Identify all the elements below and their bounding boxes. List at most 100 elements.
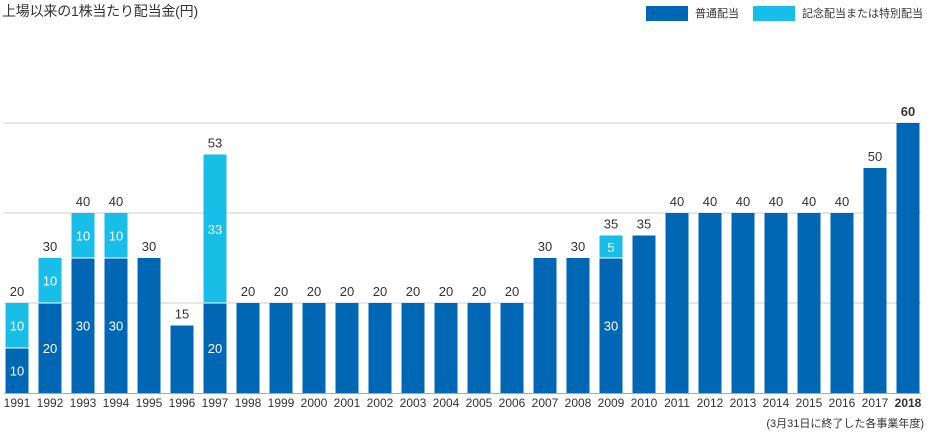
- bar-regular-2008: [566, 258, 590, 393]
- total-label-2016: 40: [835, 194, 849, 209]
- total-label-1999: 20: [274, 284, 288, 299]
- bar-regular-2011: [665, 213, 689, 393]
- x-tick-1996: 1996: [169, 396, 196, 410]
- x-tick-2015: 2015: [796, 396, 823, 410]
- bar-regular-2016: [830, 213, 854, 393]
- x-tick-2013: 2013: [730, 396, 757, 410]
- legend-swatch-special: [753, 5, 795, 21]
- bar-regular-2013: [731, 213, 755, 393]
- total-label-2002: 20: [373, 284, 387, 299]
- x-tick-1997: 1997: [202, 396, 229, 410]
- total-label-2006: 20: [505, 284, 519, 299]
- total-label-2017: 50: [868, 149, 882, 164]
- label-regular-1992: 20: [43, 341, 57, 356]
- bar-regular-1991: [5, 348, 29, 393]
- x-tick-2014: 2014: [763, 396, 790, 410]
- total-label-2001: 20: [340, 284, 354, 299]
- x-tick-2005: 2005: [466, 396, 493, 410]
- x-tick-2009: 2009: [598, 396, 625, 410]
- label-special-1991: 10: [10, 319, 24, 334]
- legend-item-special: 記念配当または特別配当: [753, 5, 923, 21]
- legend: 普通配当 記念配当または特別配当: [632, 5, 923, 21]
- label-regular-1997: 20: [208, 341, 222, 356]
- total-label-2018: 60: [901, 104, 915, 119]
- legend-label-special: 記念配当または特別配当: [802, 8, 923, 20]
- total-label-1995: 30: [142, 239, 156, 254]
- bar-regular-2009: [599, 258, 623, 393]
- x-tick-2003: 2003: [400, 396, 427, 410]
- bar-regular-1997: [203, 303, 227, 393]
- total-label-2010: 35: [637, 217, 651, 232]
- label-special-1994: 10: [109, 229, 123, 244]
- label-special-1997: 33: [208, 222, 222, 237]
- bar-regular-1998: [236, 303, 260, 393]
- bar-special-2009: [599, 235, 623, 258]
- bar-special-1994: [104, 213, 128, 258]
- total-label-1993: 40: [76, 194, 90, 209]
- x-tick-2006: 2006: [499, 396, 526, 410]
- x-tick-2012: 2012: [697, 396, 724, 410]
- chart-note: (3月31日に終了した各事業年度): [766, 418, 924, 430]
- bar-regular-2004: [434, 303, 458, 393]
- bar-regular-2010: [632, 235, 656, 393]
- x-tick-2004: 2004: [433, 396, 460, 410]
- label-special-2009: 5: [607, 240, 614, 255]
- bar-regular-2002: [368, 303, 392, 393]
- legend-label-regular: 普通配当: [695, 8, 739, 20]
- total-label-2015: 40: [802, 194, 816, 209]
- x-tick-2018: 2018: [895, 396, 922, 410]
- total-label-1997: 53: [208, 136, 222, 151]
- bar-regular-2003: [401, 303, 425, 393]
- legend-item-regular: 普通配当: [646, 5, 739, 21]
- x-tick-2000: 2000: [301, 396, 328, 410]
- bar-regular-1994: [104, 258, 128, 393]
- total-label-2003: 20: [406, 284, 420, 299]
- total-label-2007: 30: [538, 239, 552, 254]
- x-tick-1995: 1995: [136, 396, 163, 410]
- chart-title: 上場以来の1株当たり配当金(円): [2, 3, 198, 19]
- x-tick-2002: 2002: [367, 396, 394, 410]
- bar-regular-2015: [797, 213, 821, 393]
- legend-swatch-regular: [646, 5, 688, 21]
- bar-regular-2014: [764, 213, 788, 393]
- total-label-1994: 40: [109, 194, 123, 209]
- bar-regular-1993: [71, 258, 95, 393]
- bar-regular-2001: [335, 303, 359, 393]
- label-regular-1993: 30: [76, 319, 90, 334]
- label-regular-2009: 30: [604, 319, 618, 334]
- x-tick-1998: 1998: [235, 396, 262, 410]
- bar-special-1992: [38, 258, 62, 303]
- total-label-2008: 30: [571, 239, 585, 254]
- x-tick-2011: 2011: [664, 396, 690, 410]
- x-tick-2016: 2016: [829, 396, 856, 410]
- x-tick-1991: 1991: [4, 396, 31, 410]
- total-label-2000: 20: [307, 284, 321, 299]
- total-label-1998: 20: [241, 284, 255, 299]
- bar-regular-1996: [170, 325, 194, 393]
- bar-regular-2018: [896, 123, 920, 393]
- x-tick-1994: 1994: [103, 396, 130, 410]
- bar-regular-2006: [500, 303, 524, 393]
- bar-regular-2000: [302, 303, 326, 393]
- bar-regular-1999: [269, 303, 293, 393]
- total-label-2009: 35: [604, 217, 618, 232]
- x-tick-1999: 1999: [268, 396, 295, 410]
- total-label-2013: 40: [736, 194, 750, 209]
- x-tick-2010: 2010: [631, 396, 658, 410]
- total-label-1996: 15: [175, 307, 189, 322]
- bar-regular-2005: [467, 303, 491, 393]
- x-tick-1992: 1992: [37, 396, 64, 410]
- bar-regular-1995: [137, 258, 161, 393]
- label-special-1992: 10: [43, 274, 57, 289]
- bar-special-1997: [203, 154, 227, 303]
- bar-regular-2007: [533, 258, 557, 393]
- x-tick-2017: 2017: [862, 396, 889, 410]
- label-regular-1991: 10: [10, 364, 24, 379]
- total-label-1992: 30: [43, 239, 57, 254]
- bar-regular-2012: [698, 213, 722, 393]
- bar-regular-1992: [38, 303, 62, 393]
- bar-special-1991: [5, 303, 29, 348]
- total-label-2012: 40: [703, 194, 717, 209]
- bar-regular-2017: [863, 168, 887, 393]
